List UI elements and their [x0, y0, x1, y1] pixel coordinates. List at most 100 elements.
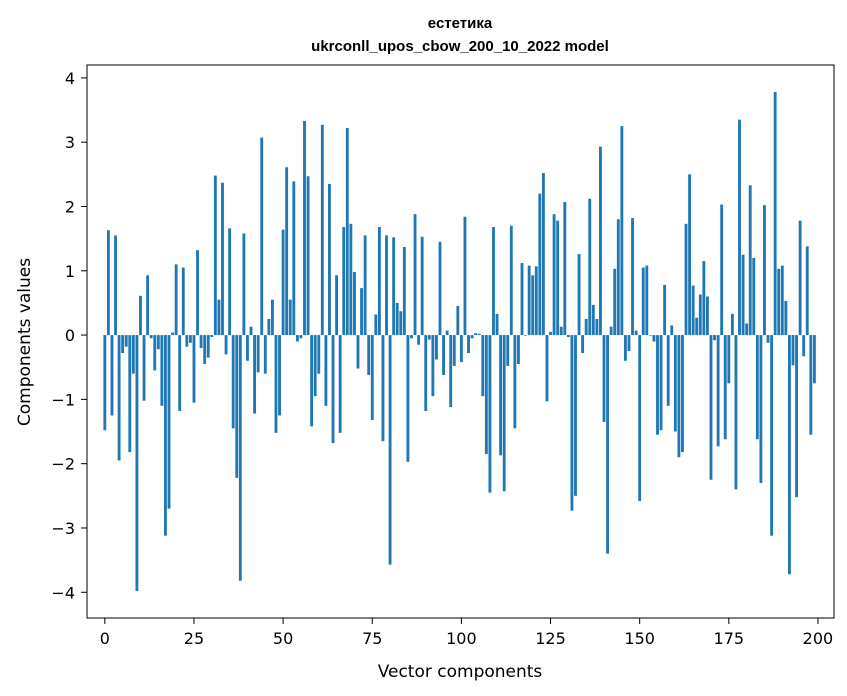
bar-174: [723, 335, 727, 440]
bar-139: [599, 146, 602, 336]
bar-76: [374, 314, 378, 336]
x-tick-label-50: 50: [273, 629, 293, 648]
bar-102: [467, 335, 470, 354]
bar-70: [352, 272, 356, 336]
bar-62: [324, 335, 328, 406]
bar-0: [103, 335, 107, 431]
bar-6: [124, 335, 128, 347]
bar-74: [367, 335, 371, 375]
bar-164: [688, 174, 692, 336]
chart-title-line1: естетика: [428, 15, 493, 32]
bar-78: [381, 335, 385, 442]
bar-29: [206, 335, 210, 358]
bar-88: [417, 335, 421, 345]
bar-58: [310, 335, 314, 427]
bar-47: [270, 299, 274, 336]
x-axis: 0 25 50 75 100 125 150 175 200: [100, 618, 833, 648]
bar-19: [171, 332, 175, 336]
bar-151: [641, 267, 645, 336]
bar-49: [278, 335, 281, 416]
bar-198: [809, 335, 813, 435]
x-tick-label-150: 150: [624, 629, 655, 648]
y-tick-label--4: −4: [51, 583, 75, 602]
bar-53: [292, 181, 296, 336]
bar-89: [420, 236, 424, 336]
bar-141: [606, 335, 610, 554]
bar-192: [788, 335, 791, 575]
y-axis-label: Components values: [15, 258, 35, 426]
bar-27: [199, 335, 203, 348]
bar-156: [659, 335, 663, 431]
bar-91: [427, 335, 431, 340]
bar-20: [174, 264, 178, 336]
bar-153: [648, 335, 652, 336]
bar-162: [681, 335, 684, 453]
bar-90: [424, 335, 428, 411]
bar-77: [377, 227, 381, 336]
bar-179: [741, 254, 745, 336]
bar-131: [570, 335, 574, 511]
y-axis: −4 −3 −2 −1 0 1 2 3 4: [51, 69, 87, 602]
bar-109: [492, 227, 495, 336]
bar-87: [413, 214, 417, 336]
bar-38: [238, 335, 242, 581]
bar-157: [663, 284, 667, 336]
bar-64: [331, 335, 335, 444]
bar-59: [313, 335, 317, 397]
bar-22: [181, 267, 185, 336]
bar-107: [484, 335, 488, 455]
bar-161: [677, 335, 681, 458]
x-tick-label-75: 75: [362, 629, 382, 648]
bar-195: [798, 220, 802, 336]
bar-190: [780, 265, 784, 336]
bar-129: [563, 201, 567, 336]
bar-128: [559, 326, 563, 336]
x-tick-label-25: 25: [184, 629, 204, 648]
bar-23: [185, 335, 189, 347]
y-tick-label-4: 4: [65, 69, 75, 88]
bar-42: [253, 335, 257, 414]
bar-127: [556, 220, 560, 336]
bar-54: [295, 335, 299, 342]
bar-135: [584, 318, 588, 336]
bar-83: [399, 311, 403, 336]
bar-7: [128, 335, 132, 453]
bar-21: [178, 335, 182, 411]
bar-82: [395, 302, 399, 336]
y-tick-label-2: 2: [65, 197, 75, 216]
bar-155: [656, 335, 659, 435]
bar-86: [410, 335, 413, 339]
bar-175: [727, 335, 731, 384]
bar-40: [246, 335, 249, 361]
bar-163: [684, 223, 688, 336]
bar-181: [748, 185, 752, 336]
bar-144: [616, 219, 620, 336]
bar-106: [481, 335, 485, 397]
bar-143: [613, 268, 617, 336]
bar-145: [620, 126, 624, 336]
bar-16: [160, 335, 164, 406]
bar-41: [249, 326, 253, 336]
bar-4: [117, 335, 121, 461]
bar-160: [673, 335, 677, 432]
bar-186: [766, 335, 770, 343]
x-tick-label-125: 125: [535, 629, 566, 648]
y-tick-label--1: −1: [51, 390, 75, 409]
bar-114: [509, 225, 513, 336]
bar-10: [139, 295, 142, 336]
x-tick-label-100: 100: [446, 629, 477, 648]
bar-17: [164, 335, 167, 536]
bar-85: [406, 335, 410, 462]
bar-39: [242, 233, 246, 336]
y-tick-label--3: −3: [51, 519, 75, 538]
bar-79: [385, 235, 388, 336]
bar-169: [705, 296, 709, 336]
x-tick-label-175: 175: [714, 629, 745, 648]
bar-94: [438, 241, 442, 336]
bar-36: [231, 335, 235, 429]
bar-193: [791, 335, 795, 366]
bar-183: [755, 335, 759, 440]
bar-84: [402, 246, 406, 336]
bar-178: [738, 119, 741, 336]
bar-136: [588, 198, 592, 336]
